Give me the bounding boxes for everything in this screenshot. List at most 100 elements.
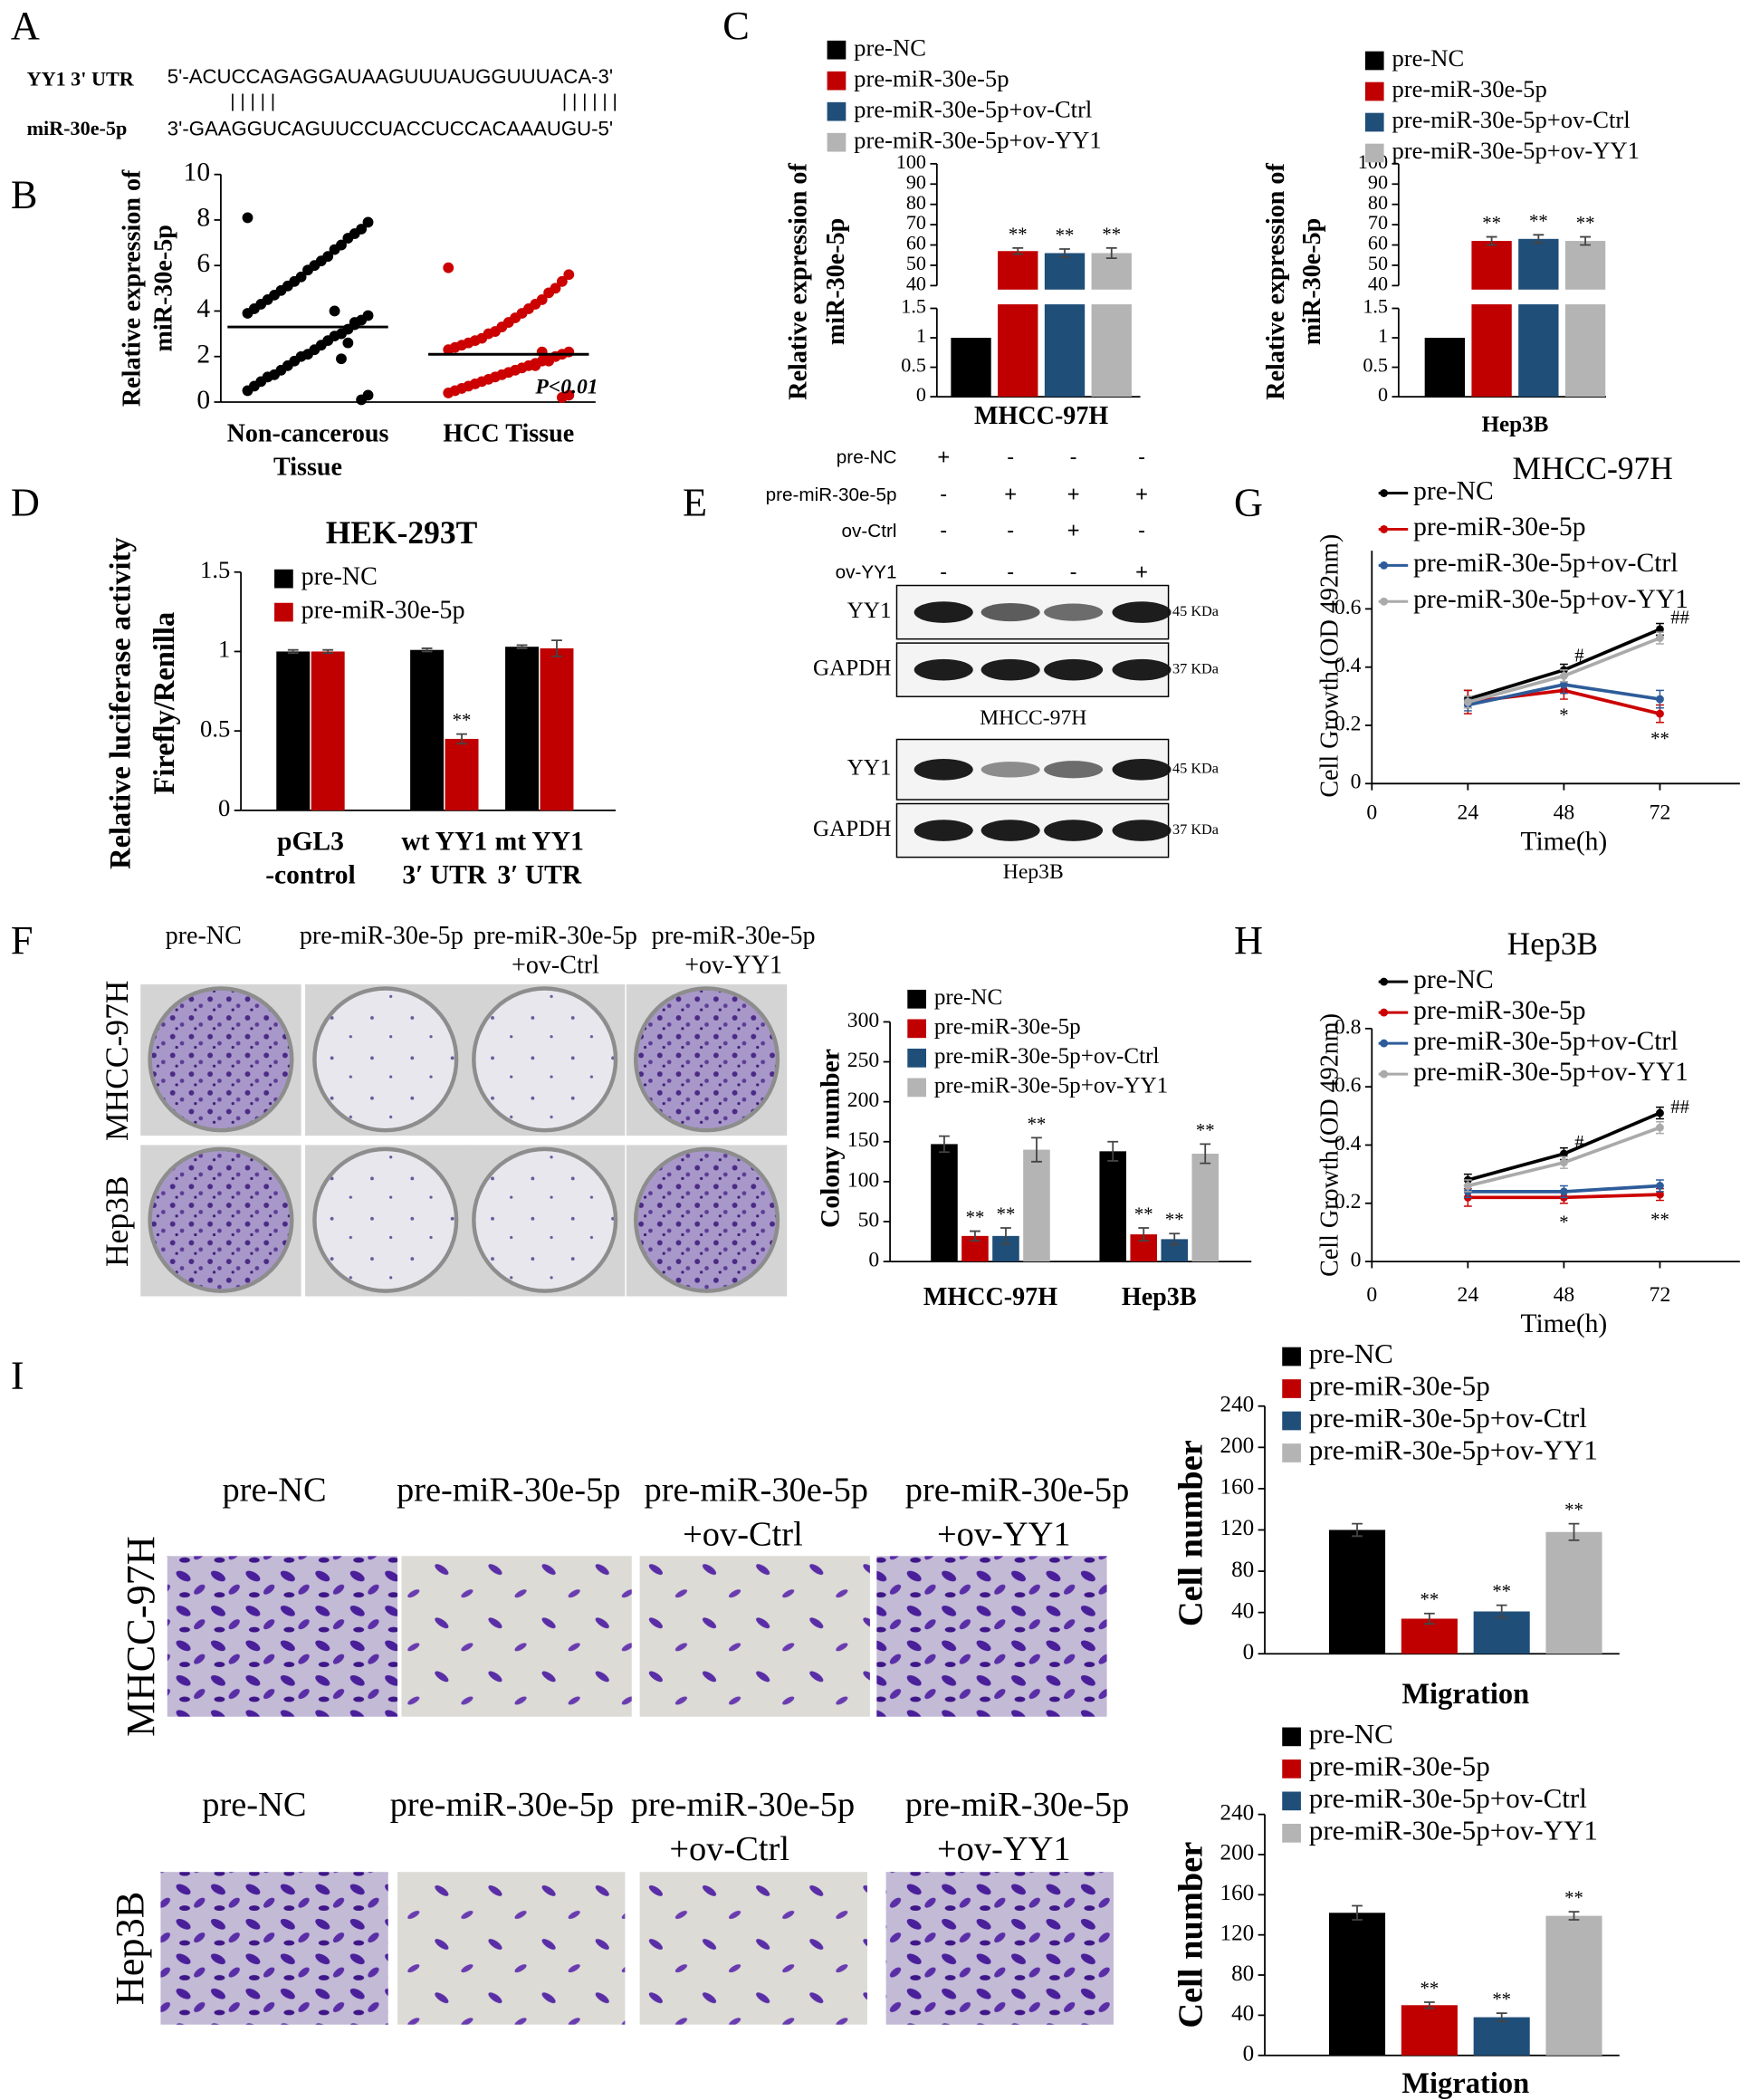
y-tick-label: 1.5	[901, 295, 926, 318]
x-tick-label: HCC Tissue	[443, 419, 574, 447]
bar	[1545, 1915, 1602, 2056]
error-bar	[1568, 1522, 1580, 1541]
column-label: pre-miR-30e-5p	[905, 1472, 1130, 1510]
error-bar	[1423, 1612, 1435, 1625]
legend-label: pre-NC	[1413, 965, 1494, 994]
y-tick-label: 0	[196, 386, 210, 415]
y-tick-label: 40	[1231, 1598, 1254, 1623]
colony-plate	[312, 1146, 459, 1293]
legend-label: pre-miR-30e-5p+ov-Ctrl	[1392, 106, 1630, 133]
y-tick-label: 120	[1220, 1921, 1255, 1945]
x-tick-label: 3′ UTR	[402, 861, 487, 890]
significance: **	[1134, 1204, 1153, 1224]
data-point	[302, 264, 313, 276]
x-axis-label: Migration	[1401, 2067, 1529, 2100]
legend-marker	[1380, 1039, 1389, 1048]
x-axis-label: Migration	[1401, 1678, 1529, 1711]
sequence-label: miR-30e-5p	[27, 117, 128, 139]
y-axis-label: Cell number	[1172, 1440, 1210, 1626]
y-tick-label: 0.5	[1363, 354, 1388, 377]
bar	[931, 1144, 958, 1262]
column-label: +ov-Ctrl	[669, 1830, 789, 1868]
legend-label: pre-miR-30e-5p+ov-YY1	[1392, 137, 1639, 164]
data-point	[349, 317, 360, 328]
bar	[1099, 1151, 1127, 1262]
y-axis-label: Relative expression of	[118, 169, 146, 407]
data-point	[362, 216, 374, 228]
legend-swatch	[1364, 51, 1384, 71]
x-tick-label: MHCC-97H	[923, 1283, 1057, 1311]
error-bar	[1423, 2001, 1435, 2009]
sign: -	[1007, 520, 1014, 543]
y-tick-label: 80	[1231, 1961, 1254, 1986]
x-tick-label: Hep3B	[1122, 1283, 1197, 1311]
y-tick-label: 70	[906, 211, 926, 234]
significance: *	[1559, 706, 1568, 726]
significance: **	[1102, 225, 1121, 245]
chart-title: HEK-293T	[326, 514, 478, 551]
band-label: GAPDH	[813, 817, 892, 841]
legend-label: pre-miR-30e-5p+ov-Ctrl	[854, 95, 1092, 122]
migration-photo	[401, 1556, 632, 1717]
legend-label: pre-miR-30e-5p	[1309, 1750, 1490, 1781]
blot-band	[1044, 820, 1104, 841]
x-tick-label: wt YY1	[401, 828, 487, 857]
sign: +	[1135, 561, 1148, 584]
legend-label: pre-miR-30e-5p+ov-YY1	[1413, 1058, 1688, 1087]
error-bar	[1463, 695, 1472, 709]
colony-plate	[633, 986, 780, 1133]
y-tick-label: 0	[1243, 1640, 1255, 1664]
bar	[410, 649, 445, 810]
pairing: | | | | |	[230, 91, 275, 111]
legend-swatch	[1282, 1379, 1301, 1398]
legend-marker	[1380, 597, 1389, 606]
error-bar	[1559, 1155, 1568, 1169]
band-size: 37 KDa	[1172, 821, 1219, 838]
y-tick-label: 0.4	[1334, 654, 1362, 677]
error-bar	[1200, 1143, 1211, 1165]
y-tick-label: 90	[1368, 170, 1388, 193]
legend-swatch	[274, 569, 293, 589]
y-tick-label: 50	[1368, 252, 1388, 274]
legend-swatch	[1282, 1727, 1301, 1747]
significance: **	[1492, 1990, 1511, 2010]
x-tick-label: 0	[1366, 801, 1377, 825]
y-axis-label: Relative luciferase activity	[104, 537, 137, 869]
x-tick-label: 24	[1458, 801, 1479, 825]
condition-label: pre-NC	[837, 447, 897, 468]
y-tick-label: 160	[1220, 1881, 1255, 1905]
legend-swatch	[827, 101, 847, 121]
y-tick-label: 60	[906, 232, 926, 254]
x-tick-label: mt YY1	[495, 828, 584, 857]
legend-swatch	[1282, 1443, 1301, 1462]
legend-label: pre-NC	[301, 563, 378, 591]
y-tick-label: 2	[196, 340, 210, 369]
sequence: 5'-ACUCCAGAGGAUAAGUUUAUGGUUUACA-3'	[167, 65, 613, 88]
y-tick-label: 0.5	[200, 714, 230, 742]
migration-photo	[639, 1556, 870, 1717]
legend-label: pre-miR-30e-5p+ov-YY1	[854, 126, 1101, 153]
y-tick-label: 1	[218, 636, 230, 663]
sign: -	[940, 561, 947, 584]
column-label: +ov-YY1	[937, 1515, 1071, 1553]
legend-label: pre-NC	[1309, 1718, 1393, 1750]
sign: +	[1004, 484, 1017, 507]
significance: **	[1009, 225, 1028, 245]
data-point	[543, 355, 555, 367]
significance: **	[1196, 1121, 1215, 1141]
y-axis-label: Relative expression of	[784, 163, 812, 400]
significance: **	[1056, 225, 1075, 245]
blot-band	[1112, 820, 1172, 841]
error-bar	[1656, 1106, 1664, 1120]
blot-band	[1112, 601, 1172, 623]
y-tick-label: 6	[196, 249, 210, 278]
column-label: pre-miR-30e-5p	[473, 922, 637, 950]
column-label: pre-NC	[202, 1786, 306, 1824]
x-tick-label: pGL3	[277, 828, 344, 857]
x-tick-label: 48	[1554, 1283, 1575, 1307]
bar	[1518, 238, 1559, 398]
sequence: 3'-GAAGGUCAGUUCCUACCUCCACAAAUGU-5'	[167, 118, 613, 140]
bar	[1473, 1611, 1530, 1654]
x-axis-label: Time(h)	[1521, 828, 1608, 857]
